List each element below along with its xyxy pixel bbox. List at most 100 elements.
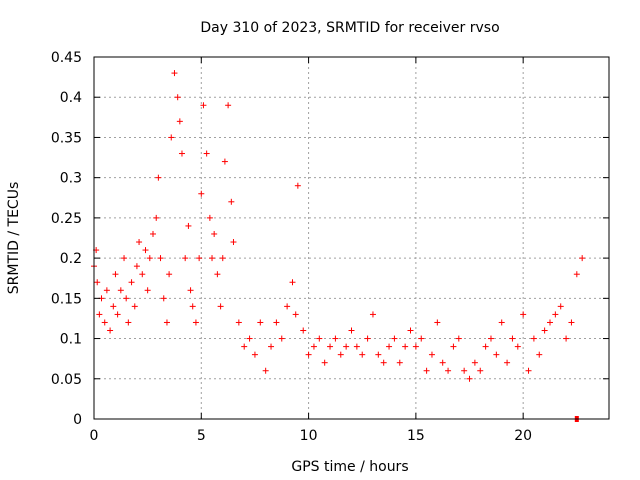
data-point [353,343,360,350]
data-point [182,255,189,262]
data-point [482,343,489,350]
data-point [343,343,350,350]
data-point [509,335,516,342]
data-point [185,222,192,229]
data-point [493,351,500,358]
data-point [568,319,575,326]
data-point [206,214,213,221]
data-point [450,343,457,350]
data-point [200,102,207,109]
data-point [174,94,181,101]
data-point [369,311,376,318]
y-tick-label: 0.35 [51,130,82,146]
x-tick-label: 20 [514,428,532,444]
data-point [107,327,114,334]
data-point [536,351,543,358]
data-point [114,311,121,318]
data-point [125,319,132,326]
data-point [364,335,371,342]
x-axis-label: GPS time / hours [291,459,408,475]
data-point [189,303,196,310]
plot-frame [93,56,610,420]
data-point [198,190,205,197]
data-point [112,271,119,278]
data-point [541,327,548,334]
data-point [136,239,143,246]
data-point [123,295,130,302]
chart-title: Day 310 of 2023, SRMTID for receiver rvs… [200,20,499,36]
data-point [477,367,484,374]
data-point [327,343,334,350]
data-point [235,319,242,326]
data-point [348,327,355,334]
data-point [146,255,153,262]
data-point [163,319,170,326]
data-point [337,351,344,358]
y-tick-label: 0 [73,412,82,428]
data-point [461,367,468,374]
data-point [552,311,559,318]
data-point [203,150,210,157]
data-point [131,303,138,310]
data-point [133,263,140,270]
data-point [573,271,580,278]
data-point [434,319,441,326]
y-tick-label: 0.3 [60,171,82,187]
data-point [423,367,430,374]
data-point [217,303,224,310]
data-point [525,367,532,374]
y-tick-label: 0.05 [51,372,82,388]
y-axis-ticks: 0 0.05 0.1 0.15 0.2 0.25 0.3 0.35 0.4 0.45 [51,50,609,428]
data-point [284,303,291,310]
x-axis-ticks: 0 5 10 15 20 [90,57,532,444]
data-point [225,102,232,109]
data-point [257,319,264,326]
x-tick-label: 5 [197,428,206,444]
data-point [402,343,409,350]
data-point [96,311,103,318]
data-point [294,182,301,189]
data-point [221,158,228,165]
data-point [439,359,446,366]
data-point [139,271,146,278]
data-point [209,255,216,262]
data-point [230,239,237,246]
data-point [396,359,403,366]
data-point [407,327,414,334]
data-point [160,295,167,302]
data-point [520,311,527,318]
data-point [246,335,253,342]
data-point [305,351,312,358]
data-point [251,351,258,358]
data-point [445,367,452,374]
data-point [546,319,553,326]
data-point [155,174,162,181]
data-point [192,319,199,326]
y-tick-label: 0.25 [51,211,82,227]
data-point [178,150,185,157]
data-point [386,343,393,350]
data-point [289,279,296,286]
data-point [471,359,478,366]
x-tick-label: 10 [300,428,318,444]
grid [94,57,609,419]
data-point [171,70,178,77]
data-point [278,335,285,342]
x-tick-label: 15 [407,428,425,444]
data-point [391,335,398,342]
data-point [94,279,101,286]
data-point [579,255,586,262]
data-point [380,359,387,366]
data-point [310,343,317,350]
data-point [316,335,323,342]
data-point [168,134,175,141]
data-point [466,375,473,382]
data-point [514,343,521,350]
data-point [153,214,160,221]
data-point [228,198,235,205]
x-tick-label: 0 [90,428,99,444]
data-point [219,255,226,262]
data-point [176,118,183,125]
data-point [103,287,110,294]
